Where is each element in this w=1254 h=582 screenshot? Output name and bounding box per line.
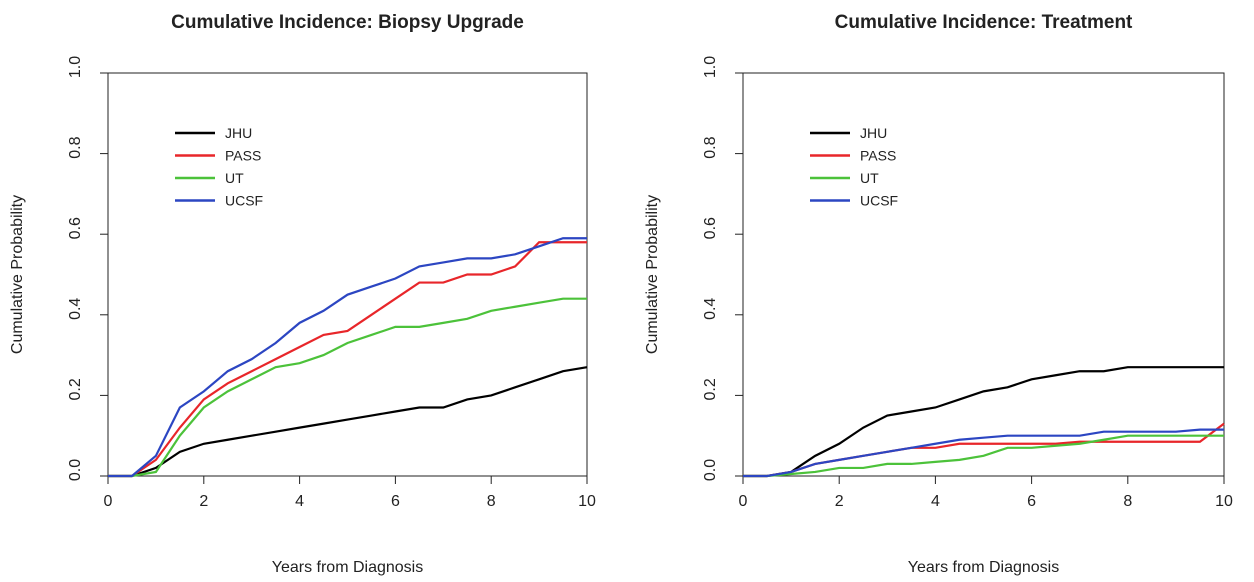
- legend-label: PASS: [225, 148, 261, 164]
- y-tick-label: 0.6: [702, 217, 719, 239]
- x-tick-label: 10: [1215, 493, 1233, 510]
- legend-label: UCSF: [225, 193, 263, 209]
- x-tick-label: 2: [199, 493, 208, 510]
- x-axis-label: Years from Diagnosis: [272, 559, 423, 576]
- y-tick-label: 0.2: [67, 378, 84, 400]
- x-tick-label: 6: [1027, 493, 1036, 510]
- y-tick-label: 0.4: [67, 298, 84, 320]
- y-tick-label: 0.8: [67, 136, 84, 158]
- y-tick-label: 0.2: [702, 378, 719, 400]
- x-tick-label: 10: [578, 493, 596, 510]
- x-tick-label: 0: [104, 493, 113, 510]
- y-tick-label: 0.6: [67, 217, 84, 239]
- y-tick-label: 0.0: [67, 459, 84, 481]
- plot-frame: [742, 72, 1225, 477]
- chart-title: Cumulative Incidence: Treatment: [835, 12, 1133, 33]
- x-tick-label: 0: [739, 493, 748, 510]
- chart-title: Cumulative Incidence: Biopsy Upgrade: [171, 12, 524, 33]
- chart-panel: Cumulative Incidence: Biopsy Upgrade 0 2 4 6…: [9, 12, 596, 576]
- series-line: [743, 428, 1224, 478]
- plot-frame: [107, 72, 588, 477]
- x-tick-label: 4: [931, 493, 940, 510]
- x-tick-label: 8: [1123, 493, 1132, 510]
- legend-label: PASS: [860, 148, 896, 164]
- series-line: [743, 434, 1224, 478]
- legend-label: JHU: [225, 125, 252, 141]
- y-axis-label: Cumulative Probability: [9, 195, 26, 354]
- y-axis-label: Cumulative Probability: [644, 195, 661, 354]
- series-line: [108, 241, 587, 478]
- legend-label: JHU: [860, 125, 887, 141]
- chart-panel: Cumulative Incidence: Treatment 0 2 4 6 8 10 0.…: [644, 12, 1233, 576]
- series-line: [108, 237, 587, 478]
- x-axis-label: Years from Diagnosis: [908, 559, 1059, 576]
- y-tick-label: 0.0: [702, 459, 719, 481]
- series-line: [108, 366, 588, 478]
- x-tick-label: 4: [295, 493, 304, 510]
- legend-label: UCSF: [860, 193, 898, 209]
- x-tick-label: 8: [487, 493, 496, 510]
- y-tick-label: 0.8: [702, 136, 719, 158]
- series-line: [108, 297, 587, 478]
- legend-label: UT: [225, 170, 244, 186]
- x-tick-label: 6: [391, 493, 400, 510]
- y-tick-label: 1.0: [702, 56, 719, 78]
- x-tick-label: 2: [835, 493, 844, 510]
- y-tick-label: 0.4: [702, 298, 719, 320]
- y-tick-label: 1.0: [67, 56, 84, 78]
- series-line: [743, 366, 1224, 478]
- legend-label: UT: [860, 170, 879, 186]
